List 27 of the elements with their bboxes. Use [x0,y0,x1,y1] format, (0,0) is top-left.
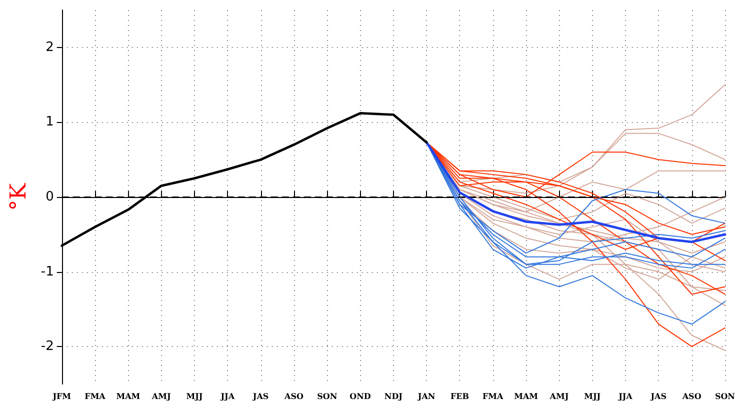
x-tick-label: AMJ [150,391,171,401]
x-tick-label: JJA [618,391,634,401]
x-tick-label: JAN [416,391,436,401]
x-tick-label: FEB [450,391,470,401]
x-tick-label: NDJ [384,391,403,401]
x-tick-label: ASO [283,391,304,401]
x-tick-label: AMJ [548,391,569,401]
y-tick-label: -2 [40,339,54,354]
x-tick-label: OND [350,391,371,401]
y-tick-label: 2 [46,40,54,55]
x-tick-label: JJA [220,391,236,401]
x-tick-label: MJJ [186,391,203,401]
x-tick-label: SON [714,391,735,401]
x-tick-label: MAM [116,391,140,401]
y-tick-label: -1 [40,264,54,280]
x-tick-label: JAS [252,391,269,401]
x-tick-label: MAM [514,391,538,401]
x-tick-label: MJJ [584,391,601,401]
y-axis-title: °K [6,182,32,211]
y-tick-label: 1 [46,114,54,130]
x-tick-label: SON [317,391,338,401]
y-tick-label: 0 [46,190,54,204]
x-tick-label: ASO [681,391,702,401]
x-tick-label: FMA [84,391,106,401]
x-tick-label: FMA [482,391,504,401]
x-tick-label: JFM [52,391,72,401]
x-tick-label: JAS [650,391,667,401]
